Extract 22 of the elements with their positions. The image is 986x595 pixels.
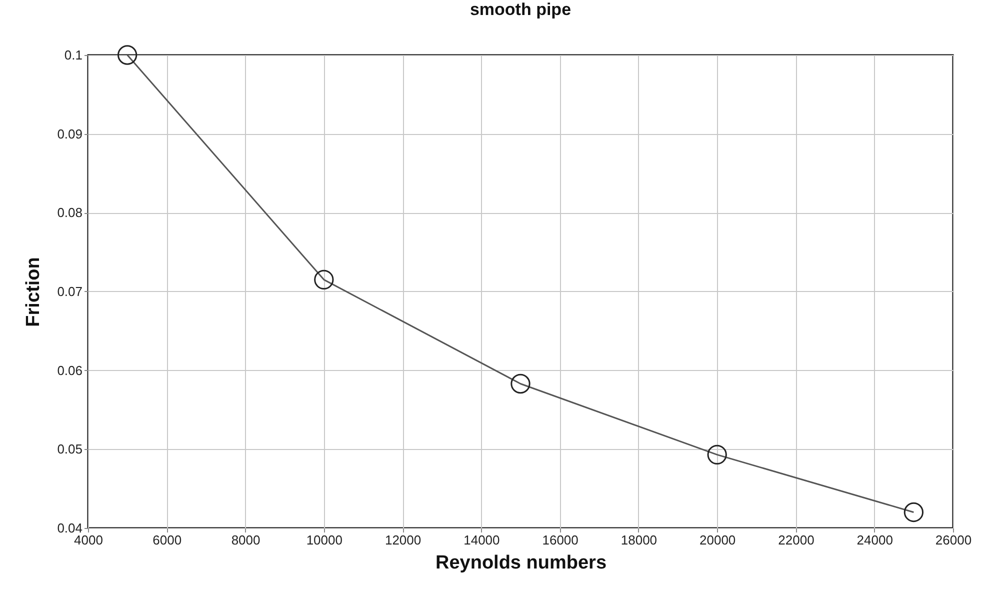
x-tick-label: 4000 (74, 532, 103, 548)
x-tick-label: 26000 (935, 532, 972, 548)
x-tick-label: 6000 (152, 532, 182, 548)
y-tick-label: 0.1 (64, 48, 82, 62)
y-tick-label: 0.09 (57, 126, 82, 142)
x-tick-label: 24000 (856, 532, 893, 548)
y-tick-label: 0.04 (57, 520, 82, 536)
x-tick-label: 18000 (620, 532, 658, 548)
x-tick-label: 14000 (464, 532, 500, 548)
y-tick-label: 0.05 (57, 442, 82, 457)
x-tick-label: 16000 (542, 532, 578, 548)
x-axis-title: Reynolds numbers (435, 552, 607, 574)
y-tick-label: 0.08 (57, 205, 82, 220)
x-tick-label: 10000 (306, 532, 342, 548)
chart-title: smooth pipe (470, 0, 572, 19)
x-tick-label: 22000 (778, 532, 814, 548)
x-tick-label: 20000 (700, 532, 736, 548)
y-tick-label: 0.06 (57, 362, 82, 378)
x-tick-label: 12000 (384, 532, 422, 548)
x-tick-label: 8000 (231, 532, 260, 548)
y-axis-title: Friction (23, 257, 44, 327)
y-tick-label: 0.07 (57, 284, 82, 299)
